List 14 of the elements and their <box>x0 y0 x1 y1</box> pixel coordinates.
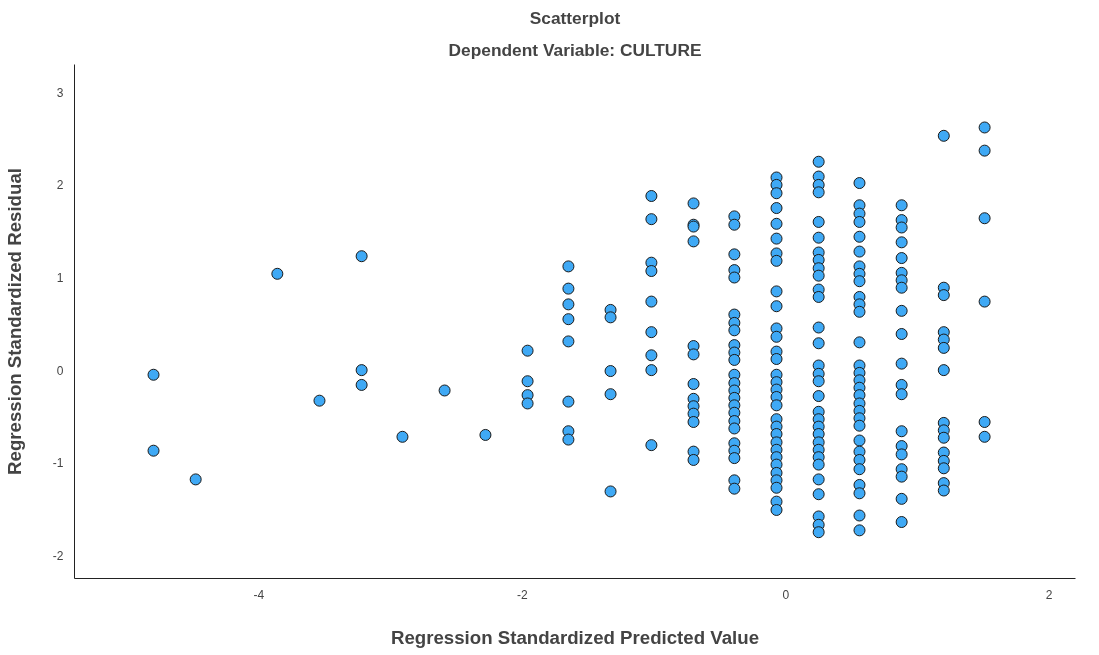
y-axis-title: Regression Standardized Residual <box>3 168 25 475</box>
y-tick-label: 3 <box>56 85 64 100</box>
x-tick-label: -2 <box>516 587 528 602</box>
x-tick-label: -4 <box>253 587 265 602</box>
x-tick-label: 2 <box>1045 587 1053 602</box>
y-tick-label: 0 <box>56 363 64 378</box>
y-tick-label: 2 <box>56 178 64 193</box>
x-tick-label: 0 <box>782 587 790 602</box>
y-tick-label: -2 <box>52 548 64 563</box>
x-axis-title: Regression Standardized Predicted Value <box>390 626 760 648</box>
y-tick-label: -1 <box>52 456 64 471</box>
chart-subtitle: Dependent Variable: CULTURE <box>448 39 702 60</box>
chart-title: Scatterplot <box>529 7 621 28</box>
y-tick-label: 1 <box>56 271 64 286</box>
